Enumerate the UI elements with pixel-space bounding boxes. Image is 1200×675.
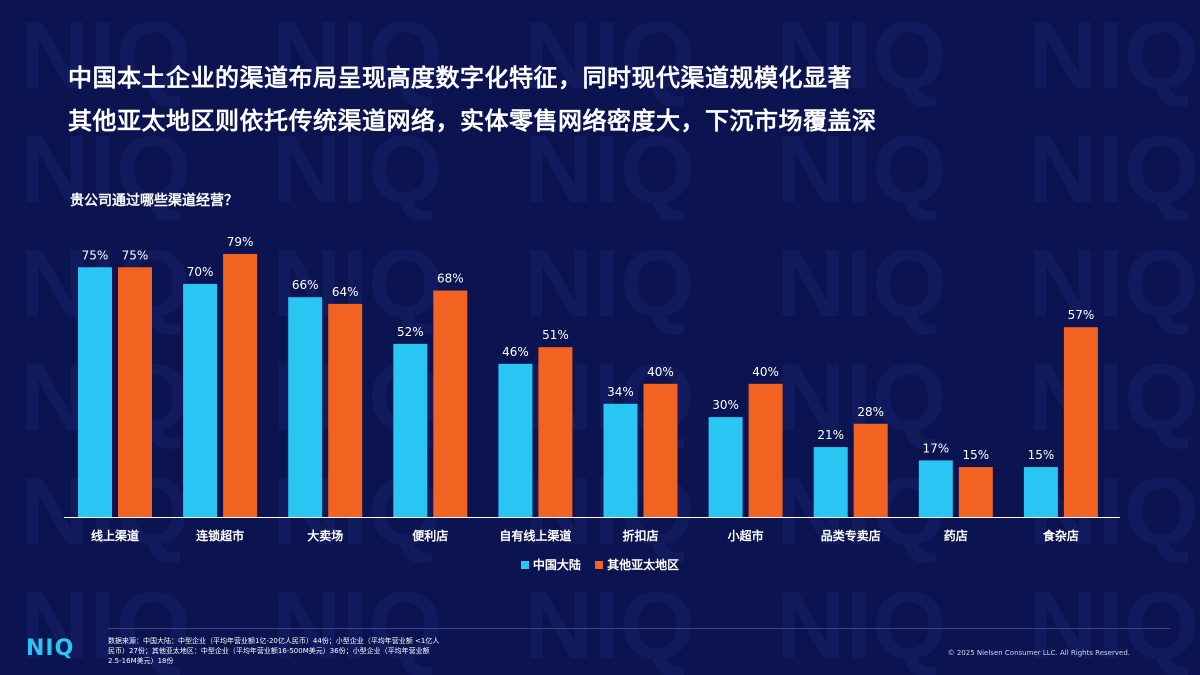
chart-legend: 中国大陆 其他亚太地区 bbox=[0, 556, 1200, 573]
legend-item-china: 中国大陆 bbox=[520, 556, 581, 573]
bar-apac bbox=[853, 423, 888, 517]
data-label: 79% bbox=[227, 235, 254, 249]
bar-china bbox=[918, 460, 953, 517]
watermark-text: NIQ bbox=[1028, 572, 1199, 675]
category-label: 折扣店 bbox=[622, 528, 658, 543]
category-label: 便利店 bbox=[412, 528, 448, 543]
category-label: 小超市 bbox=[728, 528, 764, 543]
category-label: 食杂店 bbox=[1042, 528, 1079, 543]
data-label: 15% bbox=[1028, 448, 1055, 462]
data-label: 40% bbox=[752, 365, 779, 379]
legend-label-china: 中国大陆 bbox=[532, 558, 581, 572]
headline-line-1: 中国本土企业的渠道布局呈现高度数字化特征，同时现代渠道规模化显著 bbox=[68, 64, 852, 92]
legend-swatch-apac bbox=[595, 560, 604, 569]
bar-china bbox=[813, 447, 848, 517]
data-label: 46% bbox=[502, 345, 529, 359]
category-label: 药店 bbox=[944, 528, 968, 543]
bar-china bbox=[288, 297, 323, 517]
watermark-text: NIQ bbox=[776, 572, 947, 675]
data-label: 64% bbox=[332, 285, 359, 299]
channel-bar-chart: 75% 75% 线上渠道 70% 79% 连锁超市 66% 64% 大卖场 52% 68% 便利店 46… bbox=[64, 235, 1120, 543]
source-line-1: 数据来源：中国大陆：中型企业（平均年营业额1亿-20亿人民币）44份；小型企业（… bbox=[108, 637, 440, 645]
bar-apac bbox=[328, 303, 363, 517]
footer-divider bbox=[108, 628, 1170, 629]
category-label: 自有线上渠道 bbox=[499, 528, 571, 543]
data-label: 52% bbox=[397, 325, 424, 339]
data-label: 17% bbox=[922, 441, 949, 455]
bar-apac bbox=[223, 253, 258, 517]
bar-china bbox=[708, 417, 743, 517]
data-label: 57% bbox=[1068, 308, 1095, 322]
copyright-notice: © 2025 Nielsen Consumer LLC. All Rights … bbox=[947, 649, 1130, 657]
headline-line-2: 其他亚太地区则依托传统渠道网络，实体零售网络密度大，下沉市场覆盖深 bbox=[68, 107, 877, 135]
bar-apac bbox=[433, 290, 468, 517]
data-label: 28% bbox=[857, 405, 884, 419]
bar-china bbox=[393, 343, 428, 517]
bar-china bbox=[183, 283, 218, 517]
data-label: 66% bbox=[292, 278, 319, 292]
data-label: 21% bbox=[817, 428, 844, 442]
bar-china bbox=[498, 363, 533, 517]
bar-apac bbox=[748, 383, 783, 517]
watermark-text: NIQ bbox=[524, 572, 695, 675]
bar-apac bbox=[538, 347, 573, 517]
niq-logo: NIQ bbox=[26, 636, 75, 661]
data-label: 30% bbox=[712, 398, 739, 412]
bar-apac bbox=[643, 383, 678, 517]
survey-question: 贵公司通过哪些渠道经营？ bbox=[70, 193, 238, 209]
bar-china bbox=[603, 403, 638, 517]
bar-apac bbox=[1063, 327, 1098, 517]
data-label: 34% bbox=[607, 385, 634, 399]
data-label: 51% bbox=[542, 328, 569, 342]
bar-apac bbox=[118, 267, 152, 517]
source-line-2: 民币）27份；其他亚太地区：中型企业（平均年营业额16-500M美元）36份；小… bbox=[108, 647, 430, 655]
bar-china bbox=[78, 267, 112, 517]
data-label: 75% bbox=[82, 248, 109, 262]
data-label: 70% bbox=[187, 265, 214, 279]
category-label: 线上渠道 bbox=[91, 528, 139, 543]
category-label: 品类专卖店 bbox=[821, 528, 881, 543]
legend-swatch-china bbox=[520, 560, 529, 569]
category-label: 连锁超市 bbox=[196, 528, 244, 543]
category-label: 大卖场 bbox=[307, 528, 343, 543]
legend-item-apac: 其他亚太地区 bbox=[595, 556, 679, 573]
data-source-note: 数据来源：中国大陆：中型企业（平均年营业额1亿-20亿人民币）44份；小型企业（… bbox=[108, 636, 548, 666]
bar-china bbox=[1023, 467, 1058, 517]
bar-apac bbox=[958, 467, 993, 517]
legend-label-apac: 其他亚太地区 bbox=[607, 558, 680, 572]
data-label: 15% bbox=[962, 448, 989, 462]
data-label: 40% bbox=[647, 365, 674, 379]
data-label: 75% bbox=[122, 248, 149, 262]
source-line-3: 2.5-16M美元）18份 bbox=[108, 657, 174, 665]
data-label: 68% bbox=[437, 272, 464, 286]
